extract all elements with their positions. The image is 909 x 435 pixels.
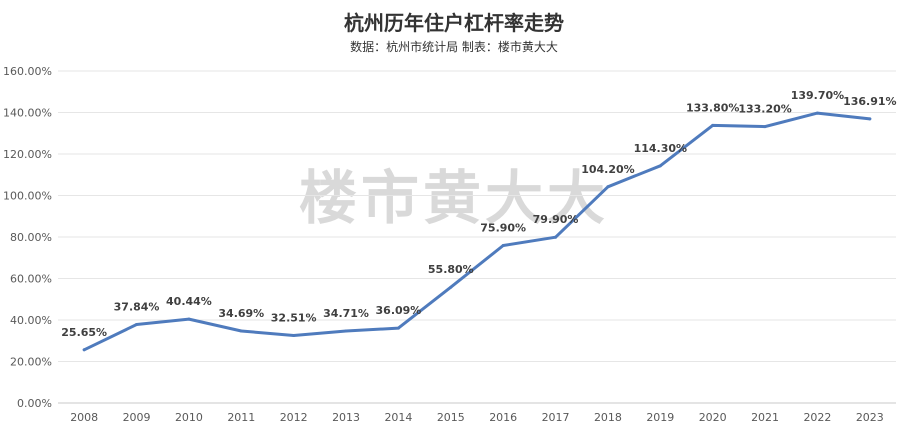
data-point xyxy=(868,117,872,121)
data-point xyxy=(292,334,296,338)
data-point xyxy=(82,348,86,352)
y-tick-label: 120.00% xyxy=(3,148,52,161)
data-label: 139.70% xyxy=(791,89,844,102)
data-point xyxy=(449,285,453,289)
data-point xyxy=(554,235,558,239)
data-label: 55.80% xyxy=(428,263,474,276)
data-label: 133.80% xyxy=(686,101,739,114)
x-tick-label: 2011 xyxy=(227,411,255,424)
data-label: 32.51% xyxy=(271,312,317,325)
x-tick-label: 2008 xyxy=(70,411,98,424)
data-label: 114.30% xyxy=(634,142,687,155)
data-point xyxy=(501,244,505,248)
data-label: 34.69% xyxy=(218,307,264,320)
y-tick-label: 40.00% xyxy=(10,314,52,327)
x-tick-label: 2016 xyxy=(489,411,517,424)
x-tick-label: 2021 xyxy=(751,411,779,424)
data-labels: 25.65% 37.84% 40.44% 34.69% 32.51% 34.71% 36.0… xyxy=(61,89,897,352)
x-tick-label: 2020 xyxy=(699,411,727,424)
data-point xyxy=(187,317,191,321)
x-tick-label: 2012 xyxy=(280,411,308,424)
y-tick-label: 100.00% xyxy=(3,190,52,203)
y-tick-label: 20.00% xyxy=(10,356,52,369)
x-tick-label: 2013 xyxy=(332,411,360,424)
data-label: 34.71% xyxy=(323,307,369,320)
data-point xyxy=(711,123,715,127)
y-tick-label: 160.00% xyxy=(3,65,52,78)
data-point xyxy=(815,111,819,115)
data-point xyxy=(606,185,610,189)
data-label: 25.65% xyxy=(61,326,107,339)
data-point xyxy=(239,329,243,333)
x-tick-label: 2022 xyxy=(803,411,831,424)
data-label: 104.20% xyxy=(581,163,634,176)
y-tick-label: 140.00% xyxy=(3,107,52,120)
chart-title: 杭州历年住户杠杆率走势 xyxy=(344,11,564,35)
chart-subtitle: 数据：杭州市统计局 制表：楼市黄大大 xyxy=(350,39,558,54)
y-axis-labels: 0.00% 20.00% 40.00% 60.00% 80.00% 100.00% 120.… xyxy=(3,65,52,410)
data-label: 40.44% xyxy=(166,295,212,308)
data-point xyxy=(344,329,348,333)
y-tick-label: 60.00% xyxy=(10,273,52,286)
x-tick-label: 2015 xyxy=(437,411,465,424)
data-point xyxy=(135,322,139,326)
data-label: 36.09% xyxy=(376,304,422,317)
x-tick-label: 2009 xyxy=(123,411,151,424)
data-label: 75.90% xyxy=(480,222,526,235)
data-label: 133.20% xyxy=(738,103,791,116)
series-line xyxy=(82,111,872,352)
watermark: 楼市黄大大 xyxy=(299,164,609,232)
x-tick-label: 2019 xyxy=(646,411,674,424)
y-tick-label: 0.00% xyxy=(17,397,52,410)
y-tick-label: 80.00% xyxy=(10,231,52,244)
x-tick-label: 2010 xyxy=(175,411,203,424)
data-point xyxy=(763,125,767,129)
x-tick-label: 2017 xyxy=(542,411,570,424)
data-label: 37.84% xyxy=(114,300,160,313)
x-tick-label: 2018 xyxy=(594,411,622,424)
x-tick-label: 2014 xyxy=(384,411,412,424)
gridlines xyxy=(58,70,896,404)
x-axis-labels: 2008 2009 2010 2011 2012 2013 2014 2015 2016 2017… xyxy=(70,411,884,424)
data-label: 79.90% xyxy=(533,213,579,226)
data-label: 136.91% xyxy=(843,95,896,108)
data-point xyxy=(658,164,662,168)
x-tick-label: 2023 xyxy=(856,411,884,424)
data-point xyxy=(396,326,400,330)
